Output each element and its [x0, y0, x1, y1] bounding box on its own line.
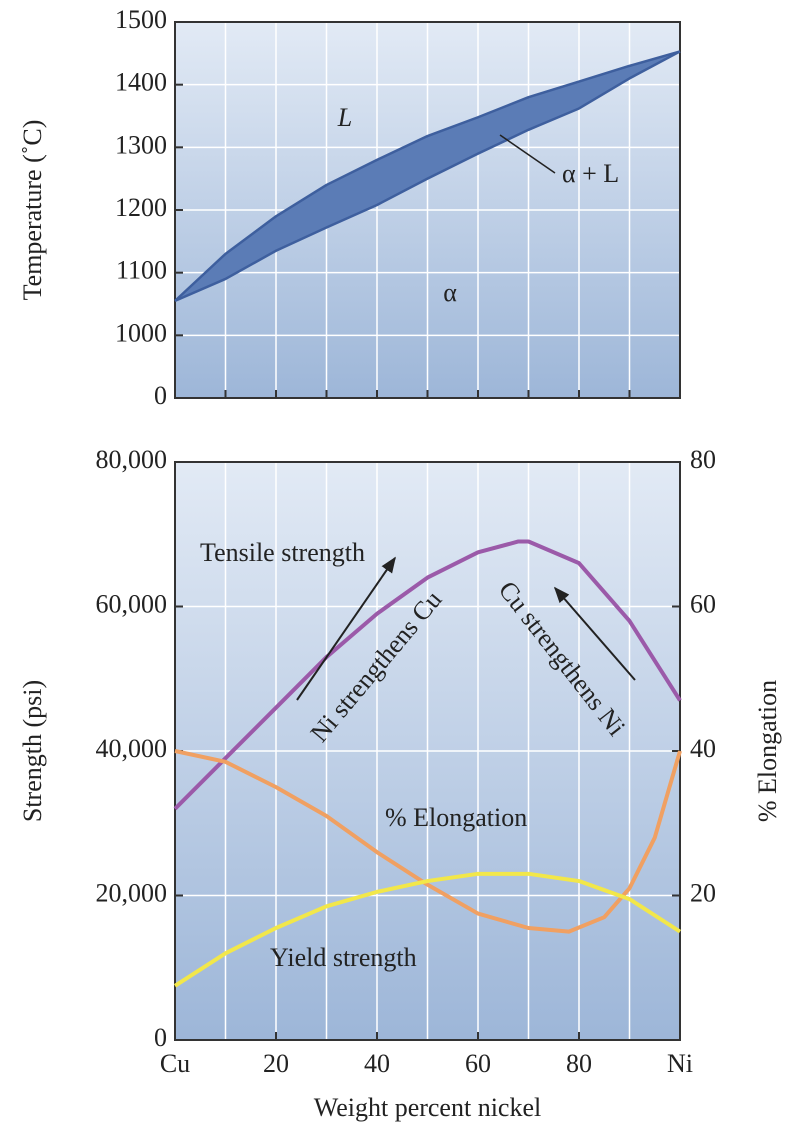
annotation: α + L [562, 159, 619, 188]
y-tick-label: 80,000 [96, 445, 168, 474]
x-axis-title: Weight percent nickel [314, 1093, 541, 1122]
y-tick-label: 40,000 [96, 734, 168, 763]
y-tick-label: 1400 [115, 68, 167, 97]
y2-tick-label: 80 [690, 445, 716, 474]
plot-frame [174, 21, 681, 399]
y-tick-label: 1500 [115, 5, 167, 34]
y-tick-label: 20,000 [96, 878, 168, 907]
annotation: L [337, 103, 352, 132]
leader-line [499, 134, 556, 174]
x-tick-label: Cu [160, 1049, 190, 1078]
y-tick-label: 0 [154, 1023, 167, 1052]
x-tick-label: 60 [465, 1049, 491, 1078]
series-line [174, 50, 681, 303]
y2-tick-label: 40 [690, 734, 716, 763]
series-label: Tensile strength [200, 538, 365, 567]
y2-axis-title: % Elongation [753, 680, 782, 822]
y-tick-label: 1000 [115, 318, 167, 347]
y-tick-label: 1300 [115, 130, 167, 159]
series-line [173, 539, 682, 811]
y-tick-label: 1100 [116, 256, 167, 285]
series-line [173, 871, 682, 988]
series-label: Yield strength [270, 943, 417, 972]
x-tick-label: 80 [566, 1049, 592, 1078]
y-tick-label: 0 [154, 381, 167, 410]
y-tick-label: 1200 [115, 193, 167, 222]
annotation: α [443, 278, 457, 307]
y-axis-title: Temperature (˚C) [18, 120, 47, 301]
x-tick-label: 40 [364, 1049, 390, 1078]
x-tick-label: 20 [263, 1049, 289, 1078]
arrow [296, 556, 396, 701]
series-line [174, 50, 681, 302]
arrow [553, 586, 636, 681]
y-tick-label: 60,000 [96, 589, 168, 618]
series-line [174, 749, 682, 934]
y2-tick-label: 20 [690, 878, 716, 907]
y2-tick-label: 60 [690, 589, 716, 618]
y-axis-title: Strength (psi) [18, 680, 47, 822]
series-label: % Elongation [385, 803, 527, 832]
x-tick-label: Ni [667, 1049, 693, 1078]
